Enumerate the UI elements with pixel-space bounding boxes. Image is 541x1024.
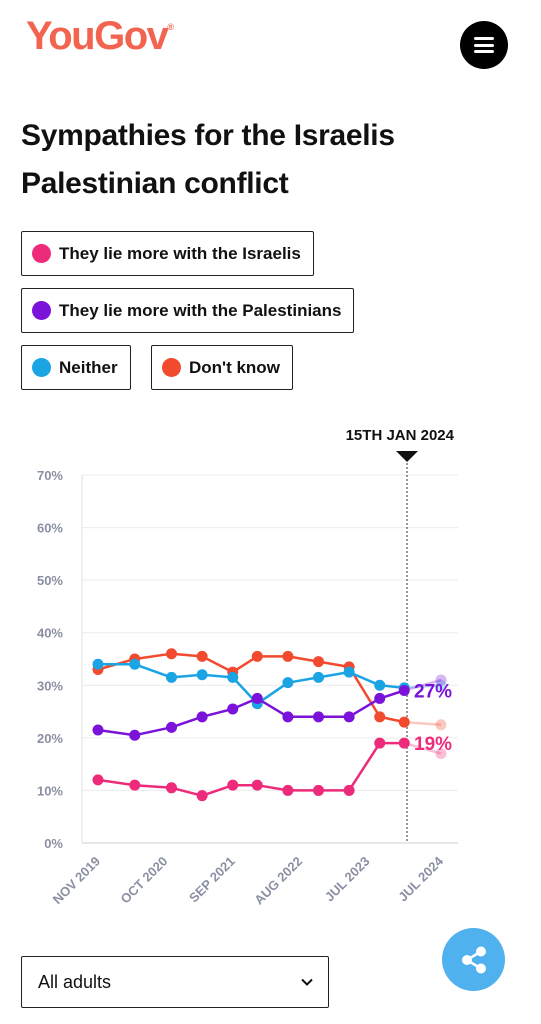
highlight-date-label: 15TH JAN 2024 bbox=[346, 427, 455, 444]
series-line-faded bbox=[404, 720, 442, 726]
series-end-label: 27% bbox=[414, 682, 452, 703]
logo-text: YouGov bbox=[26, 14, 169, 58]
data-point bbox=[374, 737, 386, 749]
legend-label: They lie more with the Palestinians bbox=[59, 300, 342, 320]
data-point bbox=[374, 711, 386, 723]
series-line bbox=[97, 741, 405, 797]
data-point bbox=[313, 656, 324, 668]
y-tick-label: 20% bbox=[37, 731, 63, 746]
data-point bbox=[343, 784, 355, 796]
data-point bbox=[166, 648, 177, 660]
data-point bbox=[343, 711, 355, 723]
y-tick-label: 70% bbox=[37, 468, 63, 483]
page-title: Sympathies for the Israelis Palestinian … bbox=[21, 119, 395, 200]
legend-label: They lie more with the Israelis bbox=[59, 243, 301, 263]
y-tick-label: 50% bbox=[37, 573, 63, 588]
data-point bbox=[435, 719, 447, 731]
data-point bbox=[282, 677, 294, 689]
series-end-label: 19% bbox=[414, 734, 452, 755]
data-point bbox=[227, 703, 239, 715]
audience-select[interactable]: All adults bbox=[21, 956, 329, 1008]
chevron-down-icon bbox=[301, 978, 313, 986]
x-tick-label: JUL 2024 bbox=[395, 853, 446, 904]
data-point bbox=[251, 650, 263, 662]
data-point bbox=[374, 692, 386, 704]
data-point bbox=[166, 782, 177, 794]
data-point bbox=[129, 779, 141, 791]
data-point bbox=[313, 671, 324, 683]
line-chart: 0% 10% 20% 30% 40% 50% 60% 70% NOV 2019 OCT 2020 S… bbox=[0, 410, 541, 930]
x-tick-label: OCT 2020 bbox=[117, 854, 170, 907]
data-point bbox=[251, 779, 263, 791]
data-point bbox=[196, 711, 208, 723]
data-point bbox=[313, 784, 324, 796]
chart-svg: 0% 10% 20% 30% 40% 50% 60% 70% NOV 2019 OCT 2020 S… bbox=[37, 427, 458, 908]
y-tick-label: 30% bbox=[37, 678, 63, 693]
data-point bbox=[313, 711, 324, 723]
data-point bbox=[196, 669, 208, 681]
y-tick-label: 40% bbox=[37, 626, 63, 641]
legend-dot-israelis bbox=[32, 244, 51, 263]
menu-button[interactable] bbox=[460, 21, 508, 69]
x-tick-label: NOV 2019 bbox=[50, 854, 104, 908]
data-point bbox=[435, 679, 447, 691]
data-point bbox=[282, 650, 294, 662]
highlight-marker-icon bbox=[396, 451, 419, 462]
data-point bbox=[251, 692, 263, 704]
data-point bbox=[374, 679, 386, 691]
data-point bbox=[343, 666, 355, 678]
legend-label: Neither bbox=[59, 357, 118, 377]
data-point bbox=[129, 729, 141, 741]
data-point bbox=[196, 650, 208, 662]
data-point bbox=[435, 674, 447, 686]
series-line-faded bbox=[403, 678, 442, 692]
registered-mark: ® bbox=[167, 22, 175, 32]
data-point bbox=[166, 721, 177, 733]
data-point bbox=[227, 671, 239, 683]
data-point bbox=[196, 790, 208, 802]
legend-item-israelis[interactable]: They lie more with the Israelis bbox=[21, 231, 314, 276]
data-point bbox=[282, 711, 294, 723]
data-point bbox=[129, 658, 141, 670]
yougov-logo[interactable]: YouGov® bbox=[26, 14, 174, 59]
legend-dot-palestinians bbox=[32, 301, 51, 320]
share-icon bbox=[461, 946, 486, 973]
data-point bbox=[398, 716, 410, 728]
data-point bbox=[435, 748, 447, 760]
share-button[interactable] bbox=[442, 928, 505, 991]
legend-item-palestinians[interactable]: They lie more with the Palestinians bbox=[21, 288, 355, 333]
series-line-faded bbox=[403, 741, 442, 755]
legend-dot-neither bbox=[32, 358, 51, 377]
data-point bbox=[227, 779, 239, 791]
y-tick-label: 0% bbox=[44, 836, 63, 851]
hamburger-menu-icon bbox=[474, 37, 494, 57]
x-tick-label: JUL 2023 bbox=[322, 854, 373, 905]
data-point bbox=[166, 671, 177, 683]
audience-select-value: All adults bbox=[38, 971, 112, 992]
y-tick-label: 10% bbox=[37, 783, 63, 798]
data-point bbox=[282, 784, 294, 796]
data-point bbox=[92, 658, 104, 670]
data-point bbox=[398, 685, 410, 697]
legend-dot-dont-know bbox=[162, 358, 181, 377]
data-point bbox=[92, 774, 104, 786]
data-point bbox=[92, 724, 104, 736]
y-tick-label: 60% bbox=[37, 521, 63, 536]
data-point bbox=[398, 737, 410, 749]
legend-label: Don't know bbox=[189, 357, 280, 377]
series-line-faded bbox=[404, 684, 442, 690]
x-tick-label: SEP 2021 bbox=[186, 854, 238, 906]
legend-item-dont-know[interactable]: Don't know bbox=[151, 345, 293, 390]
legend-item-neither[interactable]: Neither bbox=[21, 345, 131, 390]
x-tick-label: AUG 2022 bbox=[251, 854, 305, 908]
